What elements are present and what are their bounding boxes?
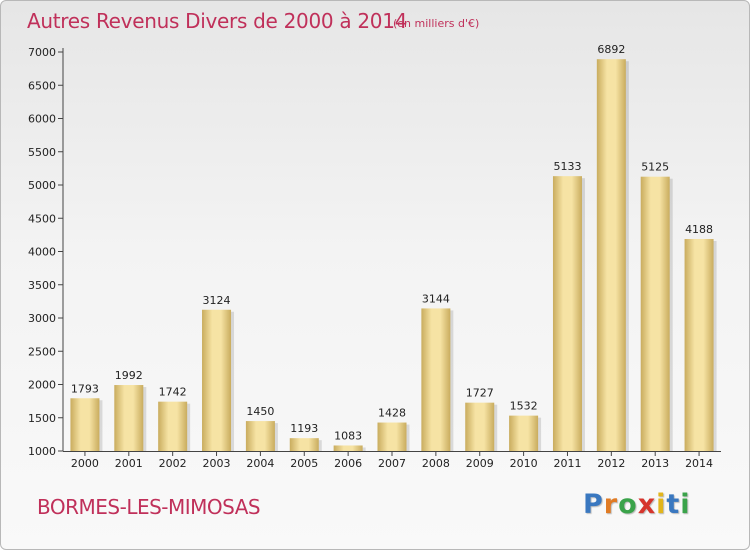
x-tick-label: 2014	[685, 457, 713, 470]
bar	[684, 238, 714, 451]
bar	[333, 445, 363, 451]
chart-subtitle: (en milliers d'€)	[393, 17, 480, 30]
logo-letter: i	[680, 489, 691, 520]
bar-value-label: 5125	[641, 161, 669, 174]
y-tick-label: 1500	[28, 412, 56, 425]
x-tick-label: 2000	[71, 457, 99, 470]
x-tick-label: 2009	[466, 457, 494, 470]
bar	[509, 415, 539, 451]
bar-value-label: 1428	[378, 407, 406, 420]
bar-value-label: 1793	[71, 382, 99, 395]
bar-value-label: 1450	[246, 405, 274, 418]
y-tick-label: 4500	[28, 212, 56, 225]
bar-value-label: 4188	[685, 223, 713, 236]
bar-value-label: 3144	[422, 292, 450, 305]
bar	[640, 176, 670, 451]
x-tick-label: 2004	[246, 457, 274, 470]
bar	[245, 421, 275, 451]
bar	[202, 309, 232, 451]
bar-value-label: 1532	[510, 400, 538, 413]
proxiti-logo: Proxiti	[583, 489, 691, 520]
bar	[70, 398, 100, 451]
bar-value-label: 6892	[597, 43, 625, 56]
y-tick-label: 6500	[28, 79, 56, 92]
bar-value-label: 1193	[290, 422, 318, 435]
x-tick-label: 2007	[378, 457, 406, 470]
y-tick-label: 2000	[28, 379, 56, 392]
y-tick-label: 5000	[28, 179, 56, 192]
bar-value-label: 1742	[159, 386, 187, 399]
bar-value-label: 1083	[334, 429, 362, 442]
logo-letter: r	[603, 489, 619, 520]
logo-letter: x	[637, 489, 657, 520]
bar	[158, 401, 188, 451]
y-tick-label: 3000	[28, 312, 56, 325]
y-tick-label: 7000	[28, 46, 56, 59]
bar	[465, 402, 495, 451]
x-tick-label: 2001	[115, 457, 143, 470]
x-tick-label: 2010	[510, 457, 538, 470]
bar-value-label: 3124	[203, 294, 231, 307]
x-tick-label: 2002	[159, 457, 187, 470]
logo-letter: i	[656, 489, 667, 520]
y-tick-label: 3500	[28, 279, 56, 292]
y-tick-label: 4000	[28, 246, 56, 259]
bar	[377, 422, 407, 451]
logo-letter: o	[618, 489, 638, 520]
x-tick-label: 2005	[290, 457, 318, 470]
x-tick-label: 2008	[422, 457, 450, 470]
commune-name: BORMES-LES-MIMOSAS	[37, 495, 261, 519]
x-tick-label: 2006	[334, 457, 362, 470]
bar	[552, 176, 582, 451]
y-tick-label: 2500	[28, 345, 56, 358]
bar	[596, 59, 626, 451]
bar	[421, 308, 451, 451]
x-tick-label: 2012	[597, 457, 625, 470]
x-tick-label: 2013	[641, 457, 669, 470]
logo-letter: P	[583, 489, 604, 520]
y-tick-label: 5500	[28, 146, 56, 159]
y-tick-label: 6000	[28, 113, 56, 126]
chart-title: Autres Revenus Divers de 2000 à 2014	[27, 9, 408, 33]
x-tick-label: 2011	[553, 457, 581, 470]
bar-value-label: 1992	[115, 369, 143, 382]
bar-value-label: 1727	[466, 387, 494, 400]
y-tick-label: 1000	[28, 445, 56, 458]
bar-value-label: 5133	[553, 160, 581, 173]
bar	[114, 385, 144, 451]
logo-letter: t	[666, 489, 681, 520]
bar	[289, 438, 319, 451]
x-tick-label: 2003	[203, 457, 231, 470]
